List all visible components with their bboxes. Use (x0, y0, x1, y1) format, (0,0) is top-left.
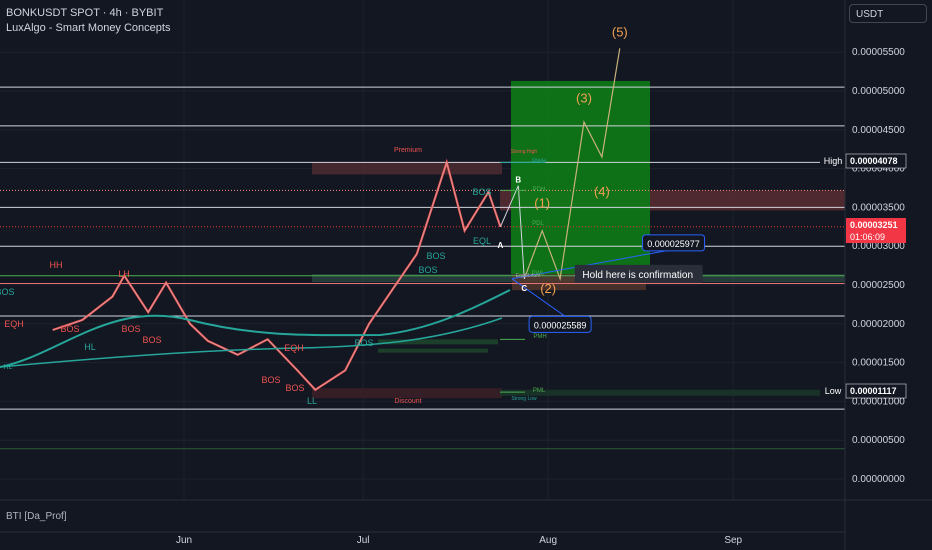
smc-structure-label: HH (50, 260, 63, 270)
discount-label: Discount (394, 398, 421, 405)
smc-structure-label: EQL (473, 236, 491, 246)
price-series-wick (52, 160, 501, 391)
smc-structure-label: BOS (60, 324, 79, 334)
y-tick-label: 0.00001500 (852, 358, 905, 369)
currency-button[interactable]: USDT (849, 4, 927, 23)
current-price-tag-value: 01:06:09 (850, 232, 885, 242)
demand-zone-2 (378, 348, 488, 353)
smc-structure-label: HL (4, 364, 13, 371)
premium-zone (312, 162, 502, 175)
y-tick-label: 0.00003500 (852, 202, 905, 213)
y-tick-label: 0.00003000 (852, 241, 905, 252)
smc-structure-label: LL (307, 396, 317, 406)
axis-tag-label-bg (820, 384, 846, 398)
pwl-zone (500, 389, 847, 396)
ema-curve-fast (0, 289, 511, 368)
strong-high-label: Strong High (511, 149, 538, 155)
smc-structure-label: BOS (472, 187, 491, 197)
y-tick-label: 0.00000000 (852, 474, 905, 485)
price-axis-background (845, 0, 932, 550)
y-tick-label: 0.00002000 (852, 319, 905, 330)
axis-tag-label: High (824, 156, 843, 166)
demand-zone-1 (378, 339, 498, 345)
smc-structure-label: EQH (4, 319, 24, 329)
abc-path (499, 185, 525, 279)
note-box (574, 264, 703, 283)
price-callout: 0.000025589 (534, 320, 587, 330)
target-box (511, 80, 650, 275)
current-price-tag (846, 218, 906, 231)
pmh-label: PMH (533, 334, 546, 340)
axis-tag-value: 0.00001117 (850, 386, 897, 396)
equilibrium-label: Equilibrium (516, 273, 541, 279)
smc-structure-label: BOS (426, 251, 445, 261)
smc-structure-label: BOS (142, 335, 161, 345)
abc-label: C (521, 284, 527, 293)
price-callout-box (642, 234, 706, 252)
wave-label: (4) (594, 184, 610, 199)
premium-label: Premium (394, 147, 422, 154)
x-tick-label: Jun (176, 535, 192, 546)
y-tick-label: 0.00002500 (852, 280, 905, 291)
symbol-title: BONKUSDT SPOT · 4h · BYBIT (6, 7, 164, 19)
y-tick-label: 0.00004000 (852, 164, 905, 175)
current-price-tag-value: 0.00003251 (850, 220, 898, 230)
abc-label: B (515, 176, 521, 185)
chart-legend: BONKUSDT SPOT · 4h · BYBIT LuxAlgo - Sma… (6, 6, 170, 36)
wave-label: (5) (612, 25, 628, 40)
smc-structure-label: BOS (418, 265, 437, 275)
y-tick-label: 0.00000500 (852, 435, 905, 446)
indicator-title: LuxAlgo - Smart Money Concepts (6, 22, 171, 34)
wave-label: (1) (534, 195, 550, 210)
smc-structure-label: EQH (284, 343, 304, 353)
wave-projection (523, 48, 621, 282)
smc-structure-label: HL (84, 342, 96, 352)
pml-label: PML (533, 388, 546, 394)
price-callout-box (528, 315, 592, 333)
axis-tag-label: Low (825, 386, 842, 396)
strong-low-label: Strong Low (511, 396, 537, 402)
abc-label: A (498, 241, 504, 250)
smc-structure-label: BOS (121, 324, 140, 334)
smc-structure-label: LH (118, 269, 130, 279)
y-tick-label: 0.00004500 (852, 125, 905, 136)
wave-label: (2) (540, 281, 556, 296)
smc-structure-label: BOS (261, 375, 280, 385)
ema-curve-slow (0, 317, 503, 368)
y-tick-label: 0.00005500 (852, 47, 905, 58)
axis-tag-label-bg (820, 154, 846, 168)
smc-structure-label: BOS (285, 383, 304, 393)
y-tick-label: 0.00001000 (852, 396, 905, 407)
smc-structure-label: BOS (0, 287, 15, 297)
y-tick-label: 0.00005000 (852, 86, 905, 97)
confirmation-note: Hold here is confirmation (582, 270, 693, 281)
axis-tag-box (845, 383, 907, 399)
price-callout: 0.000025977 (647, 239, 700, 249)
x-tick-label: Aug (539, 535, 557, 546)
axis-tag-box (845, 153, 907, 169)
wave-label: (3) (576, 91, 592, 106)
smc-structure-label: BOS (354, 338, 373, 348)
pdh-label: PDH (533, 187, 546, 193)
current-price-tag (846, 230, 906, 243)
axis-tag-value: 0.00004078 (850, 156, 898, 166)
discount-zone (312, 388, 502, 399)
x-tick-label: Sep (724, 535, 742, 546)
x-tick-label: Jul (357, 535, 370, 546)
pwl-label: PWL (531, 271, 545, 277)
lower-indicator-label: BTI [Da_Prof] (6, 511, 67, 522)
pdl-label: PDL (532, 221, 544, 227)
